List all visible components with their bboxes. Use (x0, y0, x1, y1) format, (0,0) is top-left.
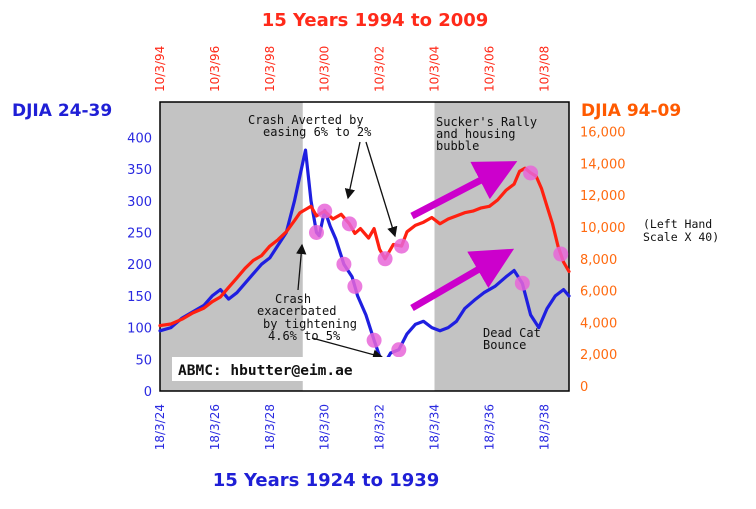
left-tick-label: 50 (135, 353, 152, 368)
bubble-marker (347, 278, 363, 294)
bubble-marker (553, 246, 569, 262)
annotation-crash-exacerbated-3: by tightening (263, 317, 357, 331)
magenta-arrow-upper (410, 161, 518, 220)
left-tick-label: 0 (144, 385, 152, 400)
arrows (296, 141, 518, 360)
pointer-exacerbated-2 (311, 337, 384, 360)
bottom-tick-label: 18/3/30 (318, 404, 332, 450)
bottom-tick-label: 18/3/28 (263, 404, 277, 450)
magenta-arrow-lower (410, 248, 515, 312)
bubble-marker (341, 216, 357, 232)
right-tick-label: 16,000 (580, 126, 626, 141)
bottom-tick-label: 18/3/24 (153, 404, 167, 450)
annotation-sucker-rally-2: and housing (436, 127, 515, 141)
bubble-marker (377, 251, 393, 267)
annotation-sucker-rally-3: bubble (436, 139, 479, 153)
top-tick-label: 10/3/06 (482, 46, 496, 92)
left-tick-label: 250 (127, 227, 152, 242)
left-tick-label: 350 (127, 163, 152, 178)
top-tick-label: 10/3/00 (318, 46, 332, 92)
left-tick-label: 100 (127, 322, 152, 337)
left-tick-label: 150 (127, 290, 152, 305)
right-axis-title: DJIA 94-09 (581, 101, 681, 121)
bubble-marker (366, 332, 382, 348)
left-axis-ticks: 0 50 100 150 200 250 300 350 400 (127, 131, 152, 400)
scale-note-2: Scale X 40) (643, 230, 719, 244)
bubble-marker (391, 342, 407, 358)
chart-title: 15 Years 1994 to 2009 (262, 10, 489, 31)
bubble-marker (394, 238, 410, 254)
right-tick-label: 10,000 (580, 221, 626, 236)
annotation-crash-exacerbated-4: 4.6% to 5% (268, 329, 341, 343)
top-tick-label: 10/3/98 (263, 46, 277, 92)
bottom-axis-title: 15 Years 1924 to 1939 (213, 470, 440, 491)
top-tick-label: 10/3/96 (208, 46, 222, 92)
right-axis-ticks: 0 2,000 4,000 6,000 8,000 10,000 12,000 14,000 1… (580, 126, 626, 395)
watermark-box (172, 357, 422, 381)
shaded-period-0 (160, 102, 303, 391)
bubble-marker (308, 225, 324, 240)
plot-frame (159, 101, 570, 392)
right-tick-label: 8,000 (580, 253, 617, 268)
top-axis-ticks: 10/3/94 10/3/96 10/3/98 10/3/00 10/3/02 10/3/… (153, 46, 551, 92)
bottom-tick-label: 18/3/26 (208, 404, 222, 450)
top-tick-label: 10/3/94 (153, 46, 167, 92)
annotation-dead-cat-1: Dead Cat (483, 326, 541, 340)
left-axis-title: DJIA 24-39 (12, 101, 112, 121)
right-tick-label: 2,000 (580, 348, 617, 363)
annotation-crash-averted-2: easing 6% to 2% (263, 125, 372, 139)
top-tick-label: 10/3/02 (373, 46, 387, 92)
pointer-averted-2 (365, 141, 398, 238)
bubble-marker (523, 165, 539, 181)
right-tick-label: 12,000 (580, 189, 626, 204)
series-line-djia-1994-2009 (158, 166, 571, 328)
annotation-crash-exacerbated-2: exacerbated (257, 304, 336, 318)
bottom-tick-label: 18/3/34 (427, 404, 441, 450)
pointer-exacerbated-1 (296, 243, 307, 291)
bubble-markers (308, 165, 569, 358)
bubble-marker (514, 275, 530, 291)
annotation-crash-exacerbated-1: Crash (275, 292, 311, 306)
bottom-tick-label: 18/3/36 (482, 404, 496, 450)
watermark-text: ABMC: hbutter@eim.ae (178, 363, 353, 379)
bottom-axis-ticks: 18/3/24 18/3/26 18/3/28 18/3/30 18/3/32 18/3/… (153, 404, 551, 450)
left-tick-label: 200 (127, 258, 152, 273)
scale-note-1: (Left Hand (643, 217, 712, 231)
right-tick-label: 14,000 (580, 157, 626, 172)
top-tick-label: 10/3/08 (537, 46, 551, 92)
shaded-period-1 (434, 102, 569, 391)
bottom-tick-label: 18/3/38 (537, 404, 551, 450)
annotation-dead-cat-2: Bounce (483, 338, 526, 352)
annotation-sucker-rally-1: Sucker's Rally (436, 115, 537, 129)
annotation-crash-averted-1: Crash Averted by (248, 113, 364, 127)
bubble-marker (336, 256, 352, 272)
right-tick-label: 0 (580, 380, 588, 395)
right-tick-label: 4,000 (580, 316, 617, 331)
left-tick-label: 300 (127, 195, 152, 210)
right-tick-label: 6,000 (580, 285, 617, 300)
top-tick-label: 10/3/04 (427, 46, 441, 92)
left-tick-label: 400 (127, 131, 152, 146)
bottom-tick-label: 18/3/32 (373, 404, 387, 450)
bubble-marker (317, 203, 333, 219)
pointer-averted-1 (344, 141, 361, 200)
